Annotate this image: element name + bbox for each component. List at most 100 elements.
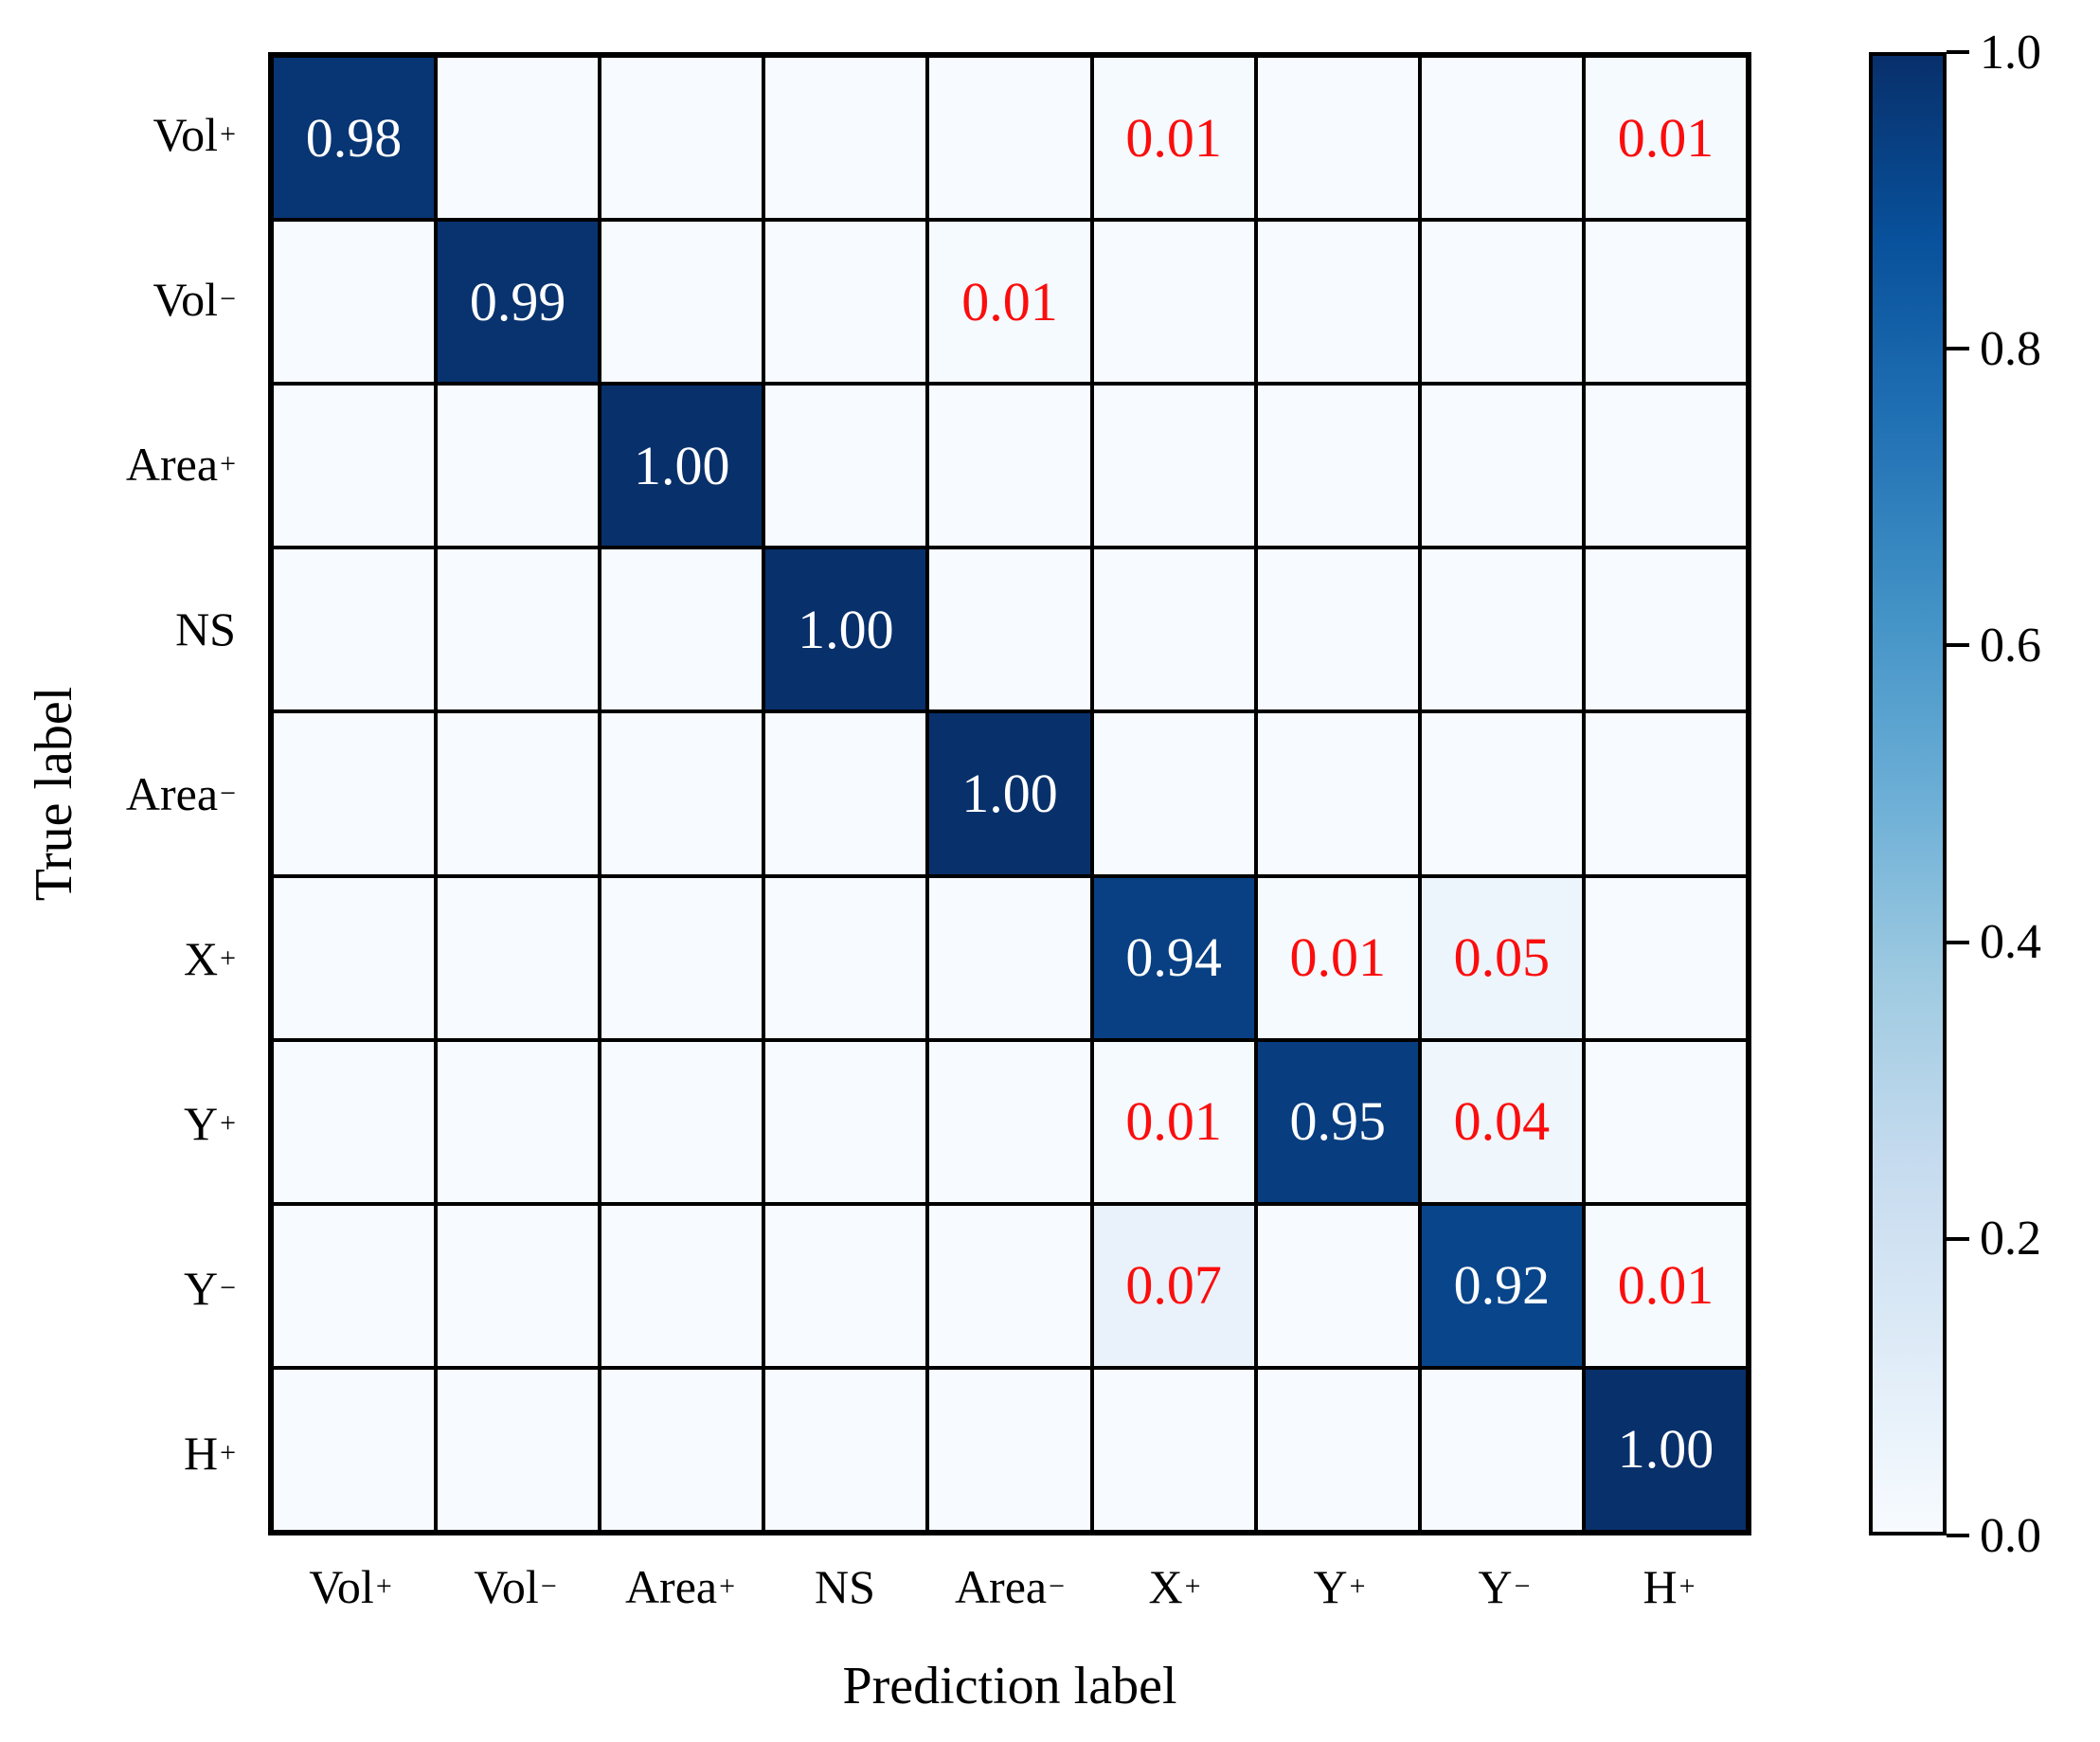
matrix-cell <box>438 549 599 710</box>
matrix-cell <box>1257 1205 1418 1366</box>
y-tick-label-text: Y <box>183 1262 219 1315</box>
matrix-cell <box>929 877 1090 1038</box>
matrix-cell <box>1585 549 1746 710</box>
matrix-cell <box>438 713 599 874</box>
x-tick-label-superscript: + <box>1349 1571 1366 1602</box>
y-tick-label: Y − <box>19 1206 251 1371</box>
x-tick-label-text: Area <box>954 1560 1048 1613</box>
matrix-cell <box>1585 877 1746 1038</box>
x-axis-title: Prediction label <box>842 1657 1177 1715</box>
matrix-cell <box>274 549 435 710</box>
matrix-cell <box>765 1205 926 1366</box>
x-tick-label: Vol − <box>433 1544 598 1629</box>
matrix-cell <box>274 1205 435 1366</box>
matrix-cell: 0.07 <box>1093 1205 1254 1366</box>
matrix-cell: 0.95 <box>1257 1041 1418 1202</box>
x-tick-label-text: Area <box>624 1560 718 1613</box>
colorbar-tick-mark <box>1947 1534 1969 1537</box>
y-tick-label: Area − <box>19 711 251 876</box>
x-tick-label: Area + <box>598 1544 763 1629</box>
matrix-cell: 0.05 <box>1421 877 1582 1038</box>
matrix-cell <box>1093 1369 1254 1530</box>
matrix-cell <box>1585 713 1746 874</box>
matrix-cell: 1.00 <box>929 713 1090 874</box>
y-tick-label: NS <box>19 547 251 711</box>
colorbar-tick-label: 1.0 <box>1980 25 2041 80</box>
matrix-cell <box>765 386 926 547</box>
y-tick-label-superscript: + <box>220 118 236 150</box>
y-tick-label-superscript: + <box>220 943 236 974</box>
matrix-cell <box>1585 1041 1746 1202</box>
x-axis-tick-labels: Vol + Vol − Area + NS Area − X + Y + Y − H + <box>268 1544 1751 1629</box>
matrix-cell: 0.01 <box>1093 58 1254 219</box>
matrix-cell <box>1093 549 1254 710</box>
matrix-cell <box>274 1369 435 1530</box>
y-tick-label-superscript: + <box>220 1437 236 1468</box>
x-tick-label-superscript: + <box>719 1571 736 1602</box>
matrix-cell <box>765 58 926 219</box>
matrix-cell <box>929 1205 1090 1366</box>
colorbar-tick-mark <box>1947 50 1969 54</box>
colorbar-tick-label: 0.0 <box>1980 1508 2041 1563</box>
matrix-cell <box>765 1041 926 1202</box>
matrix-cell: 0.94 <box>1093 877 1254 1038</box>
y-axis-tick-labels: Vol + Vol − Area + NS Area − X + Y + Y − H + <box>19 52 251 1535</box>
y-tick-label-superscript: − <box>220 778 236 809</box>
matrix-cell <box>438 1205 599 1366</box>
matrix-cell <box>274 1041 435 1202</box>
x-tick-label-superscript: + <box>1678 1571 1696 1602</box>
x-tick-label-text: X <box>1148 1560 1183 1613</box>
matrix-cell <box>438 386 599 547</box>
matrix-cell <box>1421 222 1582 383</box>
y-tick-label: Area + <box>19 382 251 547</box>
matrix-cell: 0.99 <box>438 222 599 383</box>
matrix-cell <box>1421 1369 1582 1530</box>
matrix-cell: 0.01 <box>1257 877 1418 1038</box>
matrix-cell <box>601 713 763 874</box>
x-tick-label: Y − <box>1422 1544 1587 1629</box>
x-tick-label-superscript: − <box>1514 1571 1531 1602</box>
y-tick-label-superscript: + <box>220 448 236 479</box>
y-tick-label-text: X <box>183 932 219 985</box>
matrix-cell <box>1257 1369 1418 1530</box>
matrix-cell <box>438 58 599 219</box>
x-tick-label-text: Vol <box>309 1560 374 1613</box>
y-tick-label-text: NS <box>175 602 236 655</box>
matrix-cell <box>1257 713 1418 874</box>
matrix-cell <box>1421 713 1582 874</box>
colorbar-tick-label: 0.2 <box>1980 1212 2041 1266</box>
matrix-cell: 0.01 <box>929 222 1090 383</box>
matrix-cell <box>929 1369 1090 1530</box>
matrix-cell: 0.92 <box>1421 1205 1582 1366</box>
y-tick-label: X + <box>19 876 251 1041</box>
matrix-cell <box>1421 386 1582 547</box>
x-tick-label-text: NS <box>815 1560 875 1613</box>
matrix-cell <box>438 1369 599 1530</box>
matrix-cell <box>929 58 1090 219</box>
matrix-cell: 1.00 <box>765 549 926 710</box>
heatmap-grid: 0.98 0.01 0.01 0.99 0.01 1.00 1.00 1.00 0.94 0.01… <box>268 52 1751 1535</box>
matrix-cell <box>438 877 599 1038</box>
matrix-cell <box>1257 386 1418 547</box>
x-tick-label-superscript: − <box>540 1571 557 1602</box>
matrix-cell <box>274 713 435 874</box>
x-tick-label-superscript: + <box>1184 1571 1201 1602</box>
y-tick-label: Vol + <box>19 52 251 217</box>
y-tick-label-superscript: − <box>220 1272 236 1303</box>
matrix-cell <box>601 549 763 710</box>
y-tick-label: H + <box>19 1371 251 1535</box>
x-tick-label: H + <box>1587 1544 1751 1629</box>
matrix-cell <box>274 877 435 1038</box>
y-tick-label-superscript: − <box>220 283 236 314</box>
matrix-cell <box>438 1041 599 1202</box>
matrix-cell <box>1585 386 1746 547</box>
matrix-cell <box>274 222 435 383</box>
matrix-cell <box>1585 222 1746 383</box>
matrix-cell <box>929 549 1090 710</box>
matrix-cell <box>601 58 763 219</box>
y-tick-label-text: Vol <box>153 273 219 326</box>
x-tick-label: Vol + <box>268 1544 433 1629</box>
x-tick-label: Area − <box>927 1544 1092 1629</box>
x-tick-label: X + <box>1092 1544 1257 1629</box>
matrix-cell <box>765 1369 926 1530</box>
